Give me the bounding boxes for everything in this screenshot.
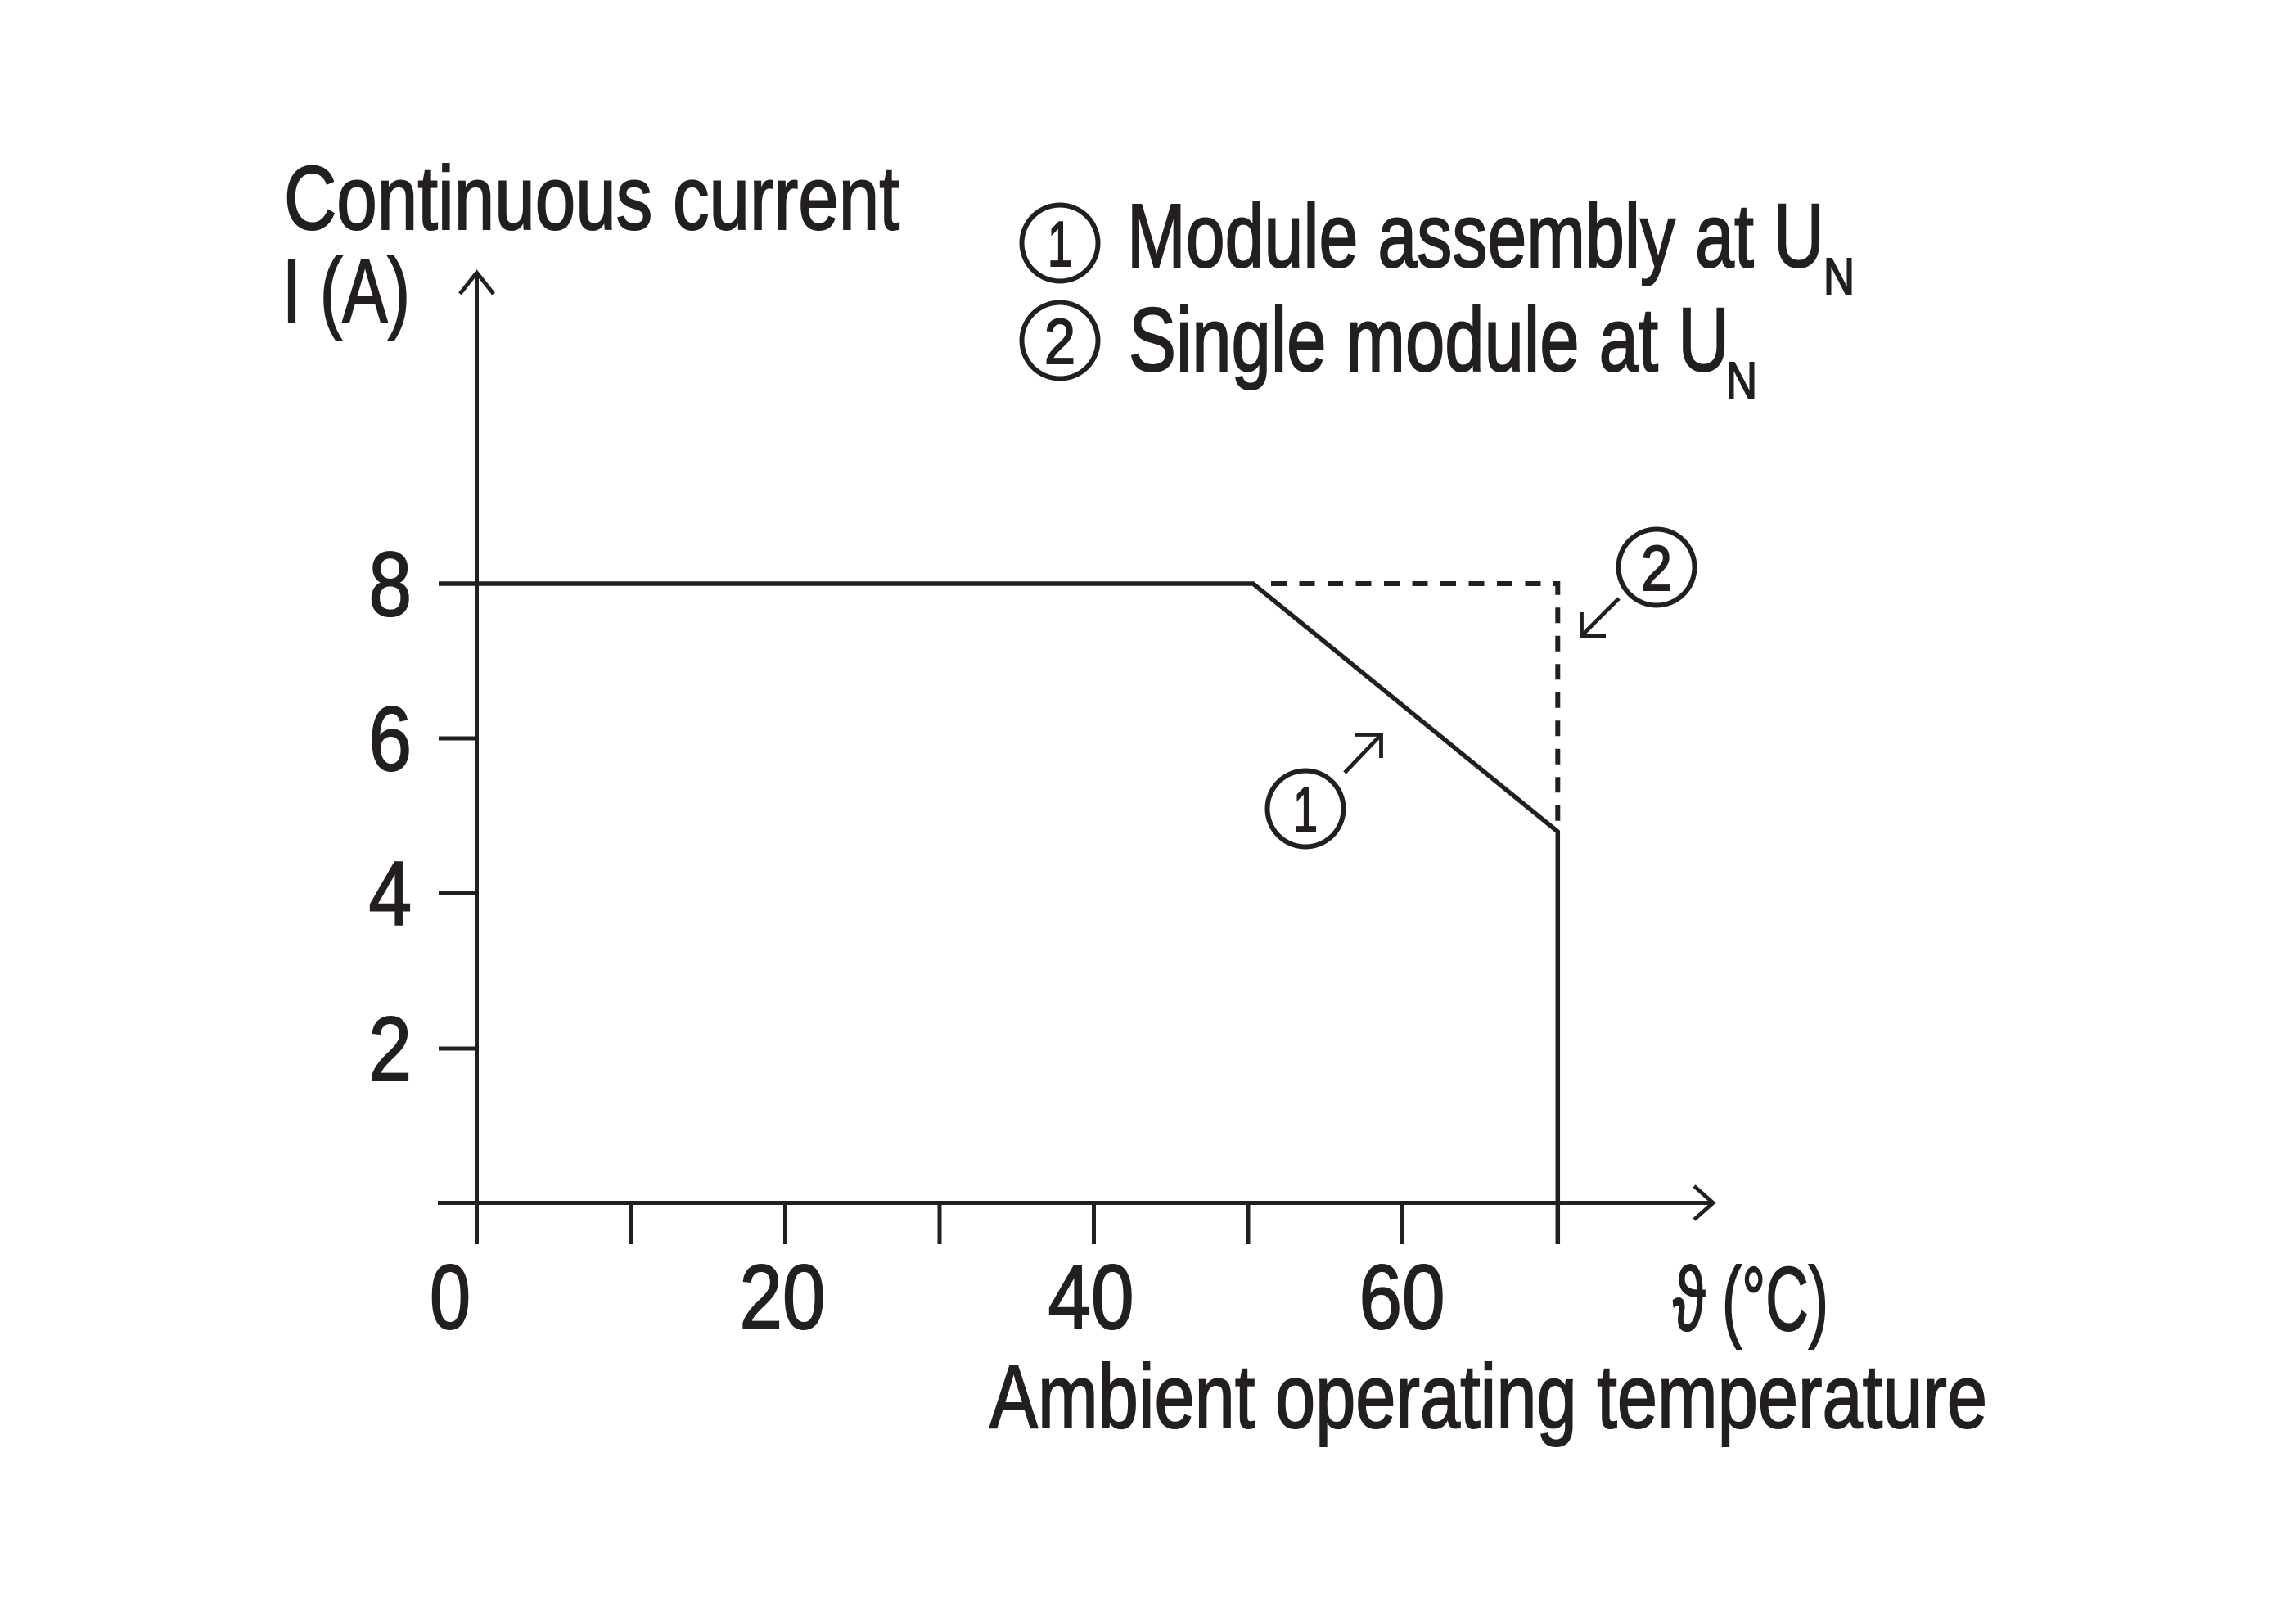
svg-text:Module assembly at U: Module assembly at U bbox=[1127, 186, 1824, 286]
svg-text:2: 2 bbox=[369, 999, 412, 1100]
svg-text:Single module at U: Single module at U bbox=[1129, 290, 1729, 390]
svg-text:4: 4 bbox=[369, 843, 412, 945]
svg-text:N: N bbox=[1726, 351, 1757, 410]
svg-text:8: 8 bbox=[369, 534, 412, 635]
svg-text:2: 2 bbox=[1044, 305, 1075, 377]
svg-text:Ambient operating temperature: Ambient operating temperature bbox=[989, 1347, 1987, 1447]
svg-text:2: 2 bbox=[1641, 532, 1672, 604]
svg-text:1: 1 bbox=[1048, 208, 1072, 280]
svg-text:20: 20 bbox=[740, 1247, 826, 1348]
svg-text:1: 1 bbox=[1293, 774, 1318, 846]
svg-text:0: 0 bbox=[430, 1247, 471, 1348]
svg-text:60: 60 bbox=[1359, 1247, 1445, 1348]
svg-text:I (A): I (A) bbox=[282, 241, 410, 341]
svg-text:ϑ (°C): ϑ (°C) bbox=[1673, 1249, 1828, 1350]
svg-text:6: 6 bbox=[369, 688, 412, 790]
svg-text:N: N bbox=[1823, 247, 1855, 306]
svg-text:40: 40 bbox=[1048, 1247, 1134, 1348]
svg-text:Continuous current: Continuous current bbox=[284, 148, 899, 249]
